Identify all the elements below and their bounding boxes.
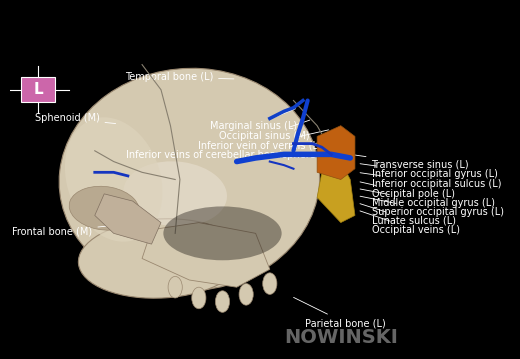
Text: Inferior veins of cerebellar hemisphere (L): Inferior veins of cerebellar hemisphere … <box>125 140 338 160</box>
Text: Parietal bone (L): Parietal bone (L) <box>294 297 386 328</box>
Text: Sphenoid (M): Sphenoid (M) <box>35 113 115 123</box>
Ellipse shape <box>59 68 320 291</box>
Text: Superior occipital gyrus (L): Superior occipital gyrus (L) <box>360 196 503 217</box>
Text: Inferior occipital sulcus (L): Inferior occipital sulcus (L) <box>360 173 501 189</box>
Ellipse shape <box>239 284 253 305</box>
Polygon shape <box>95 194 161 244</box>
Polygon shape <box>317 126 355 180</box>
Text: Transverse sinus (L): Transverse sinus (L) <box>353 155 469 169</box>
Text: L: L <box>33 82 43 97</box>
Ellipse shape <box>168 276 183 298</box>
Text: Occipital sinus (M): Occipital sinus (M) <box>219 120 310 141</box>
Ellipse shape <box>163 206 282 260</box>
Text: Inferior occipital gyrus (L): Inferior occipital gyrus (L) <box>360 164 498 179</box>
Text: Temporal bone (L): Temporal bone (L) <box>125 72 234 82</box>
Ellipse shape <box>69 186 139 230</box>
Text: Occipital veins (L): Occipital veins (L) <box>360 211 460 235</box>
Text: Marginal sinus (L): Marginal sinus (L) <box>210 109 297 131</box>
Polygon shape <box>142 223 270 287</box>
Text: Middle occipital gyrus (L): Middle occipital gyrus (L) <box>360 189 495 208</box>
Polygon shape <box>317 162 355 223</box>
Ellipse shape <box>65 117 162 242</box>
Ellipse shape <box>192 287 206 309</box>
Text: NOWINSKI: NOWINSKI <box>284 328 398 347</box>
Ellipse shape <box>123 161 227 227</box>
Text: Inferior vein of vermis (L): Inferior vein of vermis (L) <box>198 130 329 150</box>
Text: Occipital pole (L): Occipital pole (L) <box>360 182 454 199</box>
Ellipse shape <box>215 291 230 312</box>
Text: Lunate sulcus (L): Lunate sulcus (L) <box>360 204 456 226</box>
Ellipse shape <box>263 273 277 294</box>
Ellipse shape <box>79 219 243 298</box>
Text: Frontal bone (M): Frontal bone (M) <box>12 223 139 237</box>
FancyBboxPatch shape <box>21 77 55 102</box>
